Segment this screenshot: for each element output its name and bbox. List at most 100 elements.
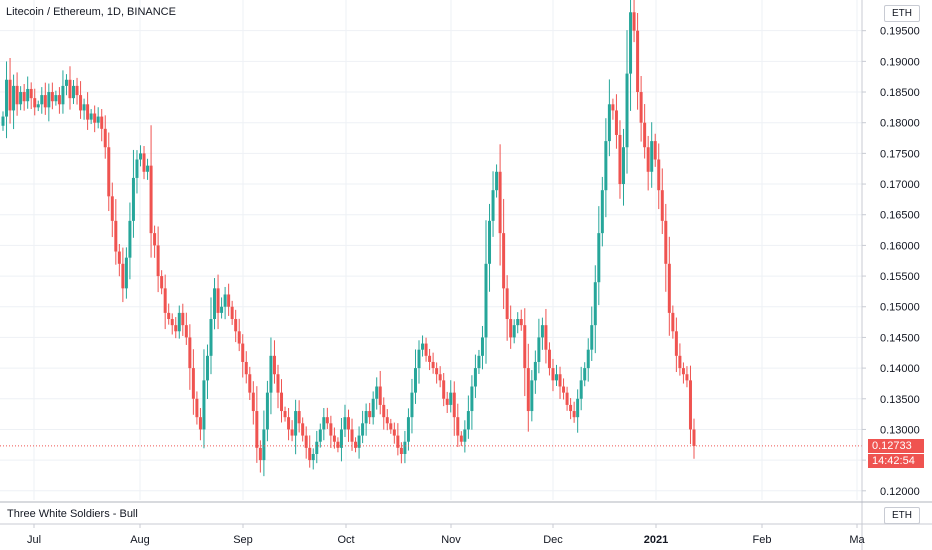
currency-badge-top[interactable]: ETH [884,5,920,22]
candle-body [385,417,389,424]
candle-body [258,447,262,461]
price-axis[interactable]: 0.120000.125000.130000.135000.140000.145… [862,26,920,498]
candle-body [149,165,153,234]
candle-body [265,392,269,430]
candle-body [424,343,428,356]
candle-body [174,325,178,332]
candle-body [33,98,37,108]
price-tick-label: 0.15000 [880,302,920,314]
candle-body [47,92,51,108]
candle-body [209,319,213,356]
candle-body [452,392,456,418]
candle-body [350,429,354,442]
candle-body [523,325,527,369]
currency-badge-bottom[interactable]: ETH [884,507,920,524]
candle-body [280,392,284,412]
candle-body [22,92,26,102]
candle-body [530,380,534,412]
candle-body [241,343,245,362]
indicator-name[interactable]: Three White Soldiers - Bull [7,508,138,520]
candle-body [540,325,544,338]
candle-body [315,441,319,454]
candle-body [68,79,72,99]
candle-body [322,417,326,430]
time-tick-label: Aug [130,534,150,546]
candle-body [205,355,209,381]
candle-body [202,380,206,430]
candle-body [283,411,287,418]
candle-body [124,257,128,289]
candle-body [184,325,188,338]
time-tick-label: Oct [337,534,354,546]
candle-body [417,349,421,369]
candle-body [318,429,322,442]
candle-body [198,417,202,430]
candle-body [107,147,111,197]
candle-body [146,165,150,172]
candle-body [40,95,44,105]
candle-body [569,404,573,412]
price-tick-label: 0.17500 [880,148,920,160]
candle-body [488,220,492,264]
price-tick-label: 0.18500 [880,87,920,99]
price-tick-label: 0.13500 [880,394,920,406]
price-tick-label: 0.18000 [880,118,920,130]
candle-body [26,88,30,102]
candle-body [255,411,259,448]
candle-body [110,196,114,221]
candle-body [674,331,678,356]
candle-body [431,361,435,369]
time-tick-label: Dec [543,534,563,546]
candle-body [491,190,495,221]
candle-body [639,92,643,123]
candle-body [43,95,47,108]
candle-body [396,435,400,448]
candle-body [262,429,266,461]
candle-body [438,374,442,381]
candle-body [509,319,513,338]
time-axis[interactable]: Jul Aug Sep Oct Nov Dec 2021 Feb Ma [27,524,866,546]
time-tick-label: Sep [233,534,253,546]
candle-body [579,380,583,399]
candle-body [311,453,315,461]
candle-body [82,104,86,111]
candle-body [339,429,343,448]
candle-body [692,429,696,447]
candle-body [213,288,217,320]
candle-body [519,319,523,326]
candle-body [223,294,227,307]
countdown-label: 14:42:54 [868,453,924,468]
candle-body [533,361,537,381]
candle-body [191,368,195,399]
candle-body [646,147,650,172]
candle-body [308,447,312,461]
candle-body [555,374,559,381]
candle-body [442,380,446,399]
candle-body [234,319,238,332]
candle-body [671,312,675,332]
candle-body [498,171,502,234]
candle-body [618,134,622,185]
candle-body [544,325,548,350]
candle-body [54,95,58,102]
candle-body [516,319,520,326]
candle-body [167,312,171,320]
candle-body [410,392,414,418]
candle-body [590,325,594,350]
candle-body [375,386,379,399]
candle-body [597,233,601,283]
candle-body [688,380,692,430]
candle-body [128,220,132,258]
price-tick-label: 0.16500 [880,210,920,222]
candle-body [138,153,142,160]
candle-body [512,325,516,338]
candle-body [368,411,372,418]
candle-body [470,386,474,412]
price-tick-label: 0.17000 [880,179,920,191]
candle-body [653,141,657,160]
candle-body [632,12,636,31]
candle-body [459,435,463,442]
candle-body [625,73,629,148]
candle-body [276,374,280,393]
